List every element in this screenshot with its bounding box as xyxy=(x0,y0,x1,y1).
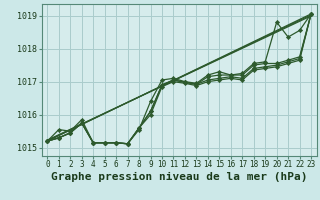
X-axis label: Graphe pression niveau de la mer (hPa): Graphe pression niveau de la mer (hPa) xyxy=(51,172,308,182)
